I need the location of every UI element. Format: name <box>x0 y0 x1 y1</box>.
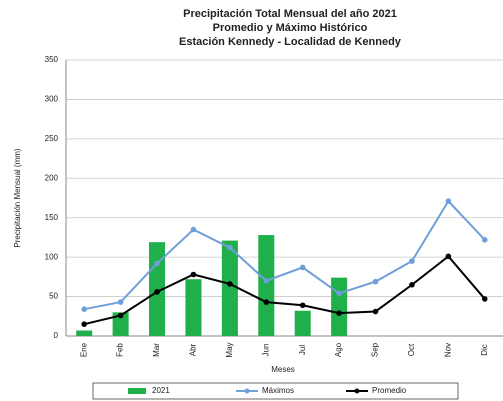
point <box>190 226 197 233</box>
point <box>81 321 88 327</box>
x-tick-label: Mar <box>152 343 161 357</box>
y-tick-label: 200 <box>45 173 59 182</box>
chart-title: Precipitación Total Mensual del año 2021 <box>183 8 397 20</box>
y-tick-label: 250 <box>45 134 59 143</box>
bar <box>258 235 275 336</box>
point <box>81 306 88 312</box>
y-tick-label: 0 <box>54 331 59 340</box>
legend-swatch <box>354 388 360 394</box>
point <box>117 299 124 305</box>
y-tick-label: 350 <box>45 55 59 64</box>
bar <box>331 277 348 336</box>
point <box>299 302 306 309</box>
point <box>117 312 124 319</box>
point <box>227 281 233 287</box>
point <box>263 299 270 305</box>
point <box>263 278 270 284</box>
x-tick-label: Nov <box>443 343 452 357</box>
bar <box>76 330 93 336</box>
x-tick-label: Jun <box>261 344 270 357</box>
y-tick-label: 300 <box>45 95 59 104</box>
chart-title: Estación Kennedy - Localidad de Kennedy <box>179 36 402 48</box>
x-tick-label: May <box>225 342 234 357</box>
point <box>409 258 415 264</box>
line <box>84 199 486 311</box>
point <box>190 271 197 278</box>
x-tick-label: Jul <box>298 345 307 355</box>
y-axis-label: Precipitación Mensual (mm) <box>13 148 22 247</box>
x-tick-label: Ene <box>79 342 88 357</box>
point <box>154 289 160 295</box>
point <box>154 260 160 267</box>
point <box>336 310 342 316</box>
x-axis-label: Meses <box>271 365 295 374</box>
point <box>372 308 379 315</box>
legend-swatch <box>244 388 250 394</box>
point <box>299 264 306 271</box>
point <box>445 198 452 204</box>
legend-label: 2021 <box>152 386 170 395</box>
x-tick-label: Sep <box>371 342 380 357</box>
point <box>409 281 415 288</box>
legend-swatch <box>128 388 146 394</box>
y-tick-label: 50 <box>49 292 58 301</box>
legend-label: Promedio <box>372 386 407 395</box>
point <box>336 290 342 297</box>
bar <box>294 310 311 336</box>
x-tick-label: Abr <box>189 343 198 356</box>
chart-title: Promedio y Máximo Histórico <box>213 22 368 34</box>
point <box>481 236 488 243</box>
point <box>372 278 379 285</box>
y-tick-label: 100 <box>45 252 59 261</box>
point <box>481 296 488 302</box>
point <box>445 253 452 260</box>
bar <box>221 240 238 336</box>
x-tick-label: Feb <box>116 343 125 357</box>
y-tick-label: 150 <box>45 213 59 222</box>
x-tick-label: Ago <box>334 342 343 357</box>
x-tick-label: Oct <box>407 343 416 356</box>
bar <box>185 279 202 336</box>
legend-label: Máximos <box>262 386 294 395</box>
x-tick-label: Dic <box>480 344 489 356</box>
point <box>227 244 233 251</box>
line <box>83 254 486 326</box>
bar <box>112 312 129 336</box>
legend-box <box>92 382 459 400</box>
